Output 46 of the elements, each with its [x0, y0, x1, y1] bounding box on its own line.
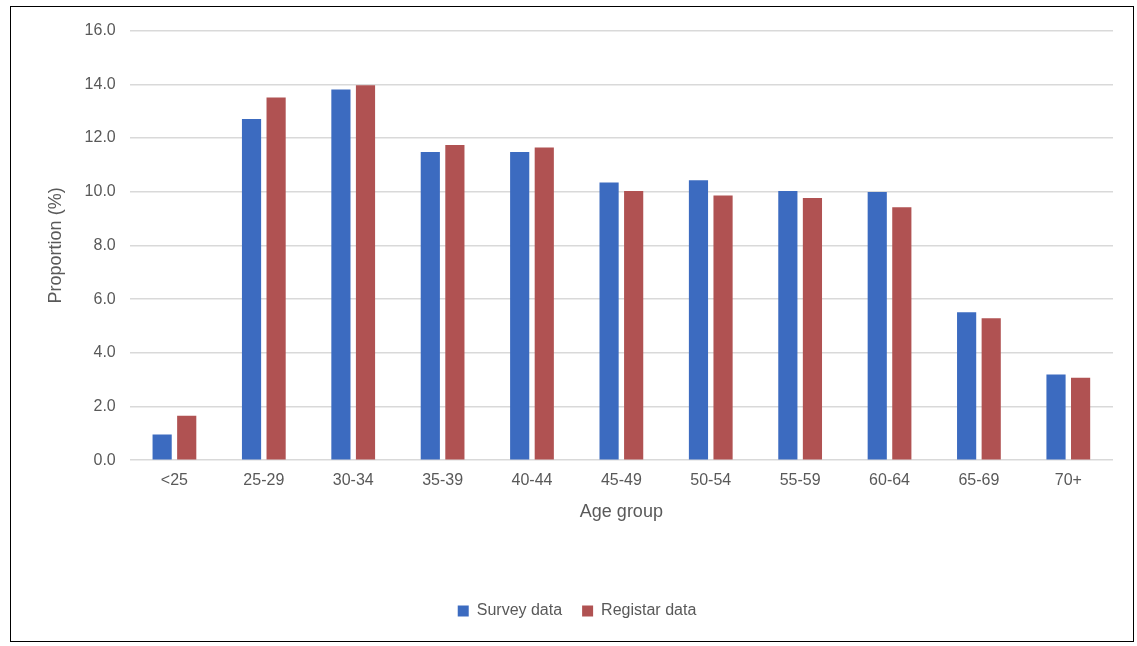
x-tick-label: 45-49	[600, 471, 642, 489]
legend-label: Registar data	[601, 601, 697, 619]
y-tick-label: 12.0	[84, 128, 116, 146]
bar	[1046, 374, 1066, 460]
x-tick-label: 55-59	[779, 471, 821, 489]
bar	[241, 118, 262, 460]
y-axis-title: Proportion (%)	[44, 187, 65, 304]
bar	[534, 147, 554, 460]
bar	[152, 434, 172, 460]
y-tick-label: 10.0	[84, 182, 116, 200]
bar	[981, 318, 1001, 460]
bar	[802, 197, 823, 460]
y-tick-label: 16.0	[84, 21, 116, 39]
x-tick-label: 35-39	[422, 471, 464, 489]
x-tick-label: 25-29	[243, 471, 285, 489]
bar	[355, 85, 376, 460]
x-axis-title: Age group	[579, 501, 663, 522]
y-tick-label: 2.0	[93, 396, 116, 414]
y-tick-label: 0.0	[93, 450, 116, 468]
bar	[892, 207, 912, 460]
x-tick-label: 30-34	[332, 471, 374, 489]
bar	[688, 180, 709, 460]
x-tick-label: 50-54	[690, 471, 732, 489]
x-tick-label: 40-44	[511, 471, 553, 489]
bar	[177, 415, 197, 460]
legend-label: Survey data	[476, 601, 563, 619]
bar	[331, 89, 351, 460]
bar	[445, 144, 465, 460]
bar	[266, 97, 286, 460]
bar	[1071, 377, 1091, 460]
y-tick-label: 8.0	[93, 235, 116, 253]
bar	[713, 195, 733, 460]
bar	[510, 151, 530, 460]
y-tick-label: 4.0	[93, 343, 116, 361]
bar	[867, 191, 887, 460]
bar	[957, 312, 977, 460]
y-tick-label: 6.0	[93, 289, 116, 307]
x-tick-label: 60-64	[869, 471, 911, 489]
x-tick-label: 70+	[1054, 471, 1082, 489]
x-tick-label: 65-69	[958, 471, 1000, 489]
bar	[624, 190, 644, 460]
bar	[420, 151, 440, 460]
bar	[778, 190, 798, 460]
y-tick-label: 14.0	[84, 74, 116, 92]
x-tick-label: <25	[160, 471, 189, 489]
bar	[599, 182, 619, 460]
